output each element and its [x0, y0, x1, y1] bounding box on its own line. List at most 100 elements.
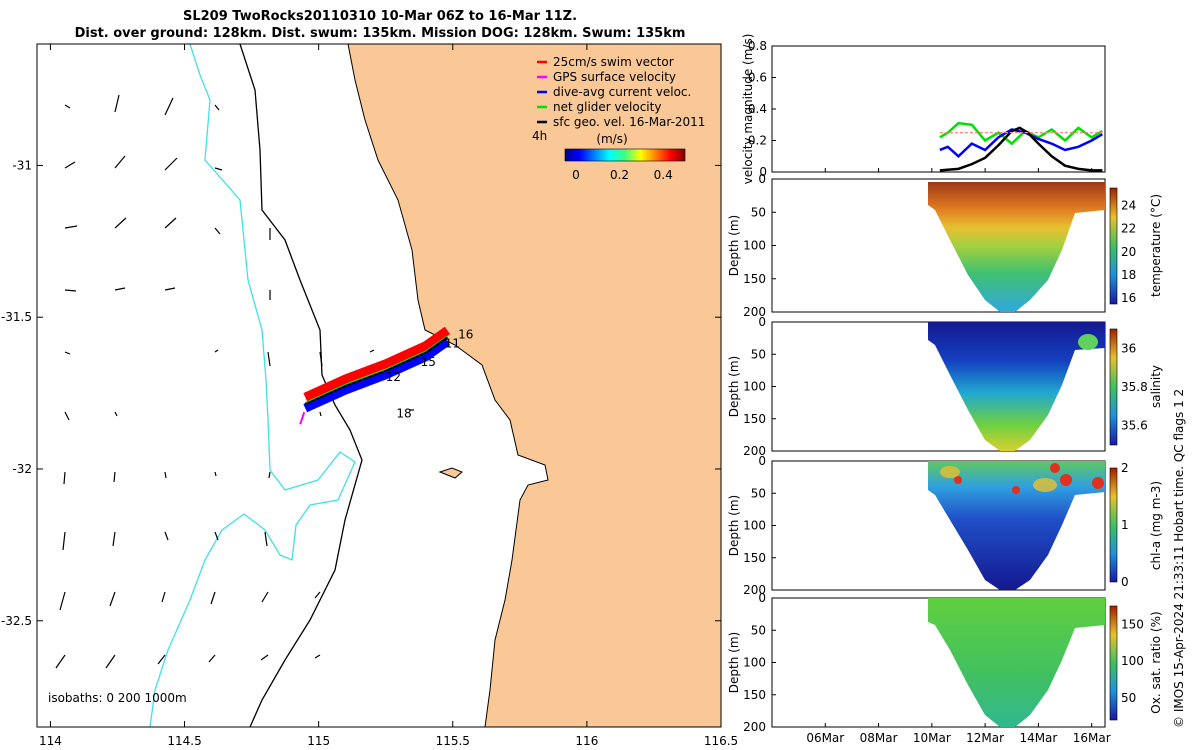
chlorophyll-panel: [771, 460, 1106, 591]
velocity-ytick-label: 0.6: [748, 71, 767, 85]
chlorophyll-section: [928, 461, 1105, 590]
chl-hotspot: [954, 476, 962, 484]
current-vector: [260, 654, 269, 661]
map-ytick-label: -31.5: [1, 310, 32, 324]
current-vector: [114, 94, 120, 113]
chl-patch: [1033, 478, 1057, 492]
colorbar-tick-label: 0.2: [610, 168, 629, 182]
current-vector: [114, 217, 127, 229]
oxygen-section: [928, 598, 1105, 727]
map-xtick-label: 116: [575, 734, 598, 748]
legend-entry: 25cm/s swim vector: [553, 55, 674, 69]
velocity-ytick-label: 0.4: [748, 102, 767, 116]
colorbar-tick-label: 35.6: [1121, 419, 1148, 433]
current-vector: [164, 97, 174, 116]
current-vector: [164, 157, 178, 171]
depth-ytick-label: 200: [743, 444, 766, 458]
time-xtick-label: 06Mar: [806, 731, 844, 745]
current-vector: [261, 591, 269, 603]
current-vector: [63, 471, 66, 485]
current-vector: [268, 471, 271, 479]
oxygen-colorbar: [1109, 605, 1118, 721]
colorbar-tick-label: 24: [1121, 198, 1136, 212]
island: [438, 467, 463, 479]
track-day-label: 12: [386, 370, 401, 384]
map-axes: 114 114.5 115 115.5 116 116.5 -31 -31.5 -32 -32.5: [1, 44, 738, 748]
depth-ylabel: Depth (m): [727, 356, 741, 417]
current-vector: [267, 351, 271, 367]
chlorophyll-maxima: [954, 463, 1104, 494]
map-xtick-label: 115: [307, 734, 330, 748]
depth-ytick-label: 0: [758, 454, 766, 468]
depth-ytick-label: 150: [743, 272, 766, 286]
map-frame: [36, 43, 722, 728]
chl-hotspot: [1050, 463, 1060, 473]
map-ytick-label: -32: [12, 462, 32, 476]
chl-hotspot: [1092, 477, 1104, 489]
time-xtick-label: 12Mar: [966, 731, 1004, 745]
current-vector: [164, 471, 167, 479]
colorbar-tick-label: 36: [1121, 341, 1136, 355]
speed-colorbar: [564, 148, 686, 162]
current-vector: [314, 654, 321, 659]
depth-ytick-label: 50: [751, 623, 766, 637]
temperature-colorbar: [1109, 187, 1118, 305]
velocity-series-line: [939, 121, 1103, 146]
glider-path: [304, 336, 448, 406]
velocity-ylabel: velocity magnitude (m/s): [741, 34, 755, 185]
temperature-panel: [771, 178, 1106, 313]
chl-hotspot: [1012, 486, 1020, 494]
colorbar-label: (m/s): [596, 132, 627, 146]
current-vector: [114, 411, 118, 417]
salinity-panel: [771, 321, 1106, 452]
colorbar-tick-label: 35.8: [1121, 380, 1148, 394]
gps-velocity-vector: [299, 411, 306, 425]
depth-ytick-label: 200: [743, 720, 766, 734]
colorbar-tick-label: 2: [1121, 461, 1129, 475]
track-day-label: 11: [445, 337, 460, 351]
depth-ytick-label: 100: [743, 380, 766, 394]
current-vector: [314, 591, 321, 599]
current-vector: [369, 349, 375, 353]
oxygen-panel: [771, 597, 1106, 728]
depth-ytick-label: 50: [751, 205, 766, 219]
velocity-axes: 0 0.2 0.4 0.6 0.8: [748, 39, 1093, 179]
depth-ylabel: Depth (m): [727, 215, 741, 276]
colorbar-tick-label: 18: [1121, 268, 1136, 282]
current-vector: [208, 654, 216, 663]
current-vector: [319, 351, 323, 367]
figure-subtitle: Dist. over ground: 128km. Dist. swum: 13…: [74, 26, 686, 41]
current-vector: [164, 531, 169, 541]
depth-ytick-label: 0: [758, 172, 766, 186]
velocity-axes-box: [771, 45, 1106, 173]
depth-ylabel: Depth (m): [727, 495, 741, 556]
map-ytick-label: -32.5: [1, 614, 32, 628]
legend-entry: net glider velocity: [553, 100, 661, 114]
map-ytick-label: -31: [12, 158, 32, 172]
time-xtick-label: 14Mar: [1019, 731, 1057, 745]
colorbar-label: Ox. sat. ratio (%): [1149, 611, 1163, 713]
colorbar-tick-label: 20: [1121, 245, 1136, 259]
current-vector: [64, 225, 78, 229]
depth-ytick-label: 200: [743, 305, 766, 319]
isobath-0: [149, 44, 356, 727]
legend-entry: GPS surface velocity: [553, 70, 676, 84]
current-vector: [64, 351, 71, 355]
isobath-note: isobaths: 0 200 1000m: [48, 691, 187, 705]
current-vector: [264, 531, 268, 547]
time-xtick-label: 16Mar: [1073, 731, 1111, 745]
current-vector: [214, 471, 217, 477]
current-vector-field: [55, 94, 414, 669]
current-vector: [164, 287, 176, 291]
chl-hotspot: [1060, 474, 1072, 486]
depth-ylabel: Depth (m): [727, 632, 741, 693]
track-day-label: 15: [421, 355, 436, 369]
chlorophyll-colorbar: [1109, 467, 1118, 583]
time-xtick-label: 08Mar: [860, 731, 898, 745]
time-xtick-label: 10Mar: [913, 731, 951, 745]
colorbar-label: chl-a (mg m-3): [1149, 481, 1163, 570]
glider-track: [299, 326, 450, 425]
current-vector: [114, 155, 126, 169]
